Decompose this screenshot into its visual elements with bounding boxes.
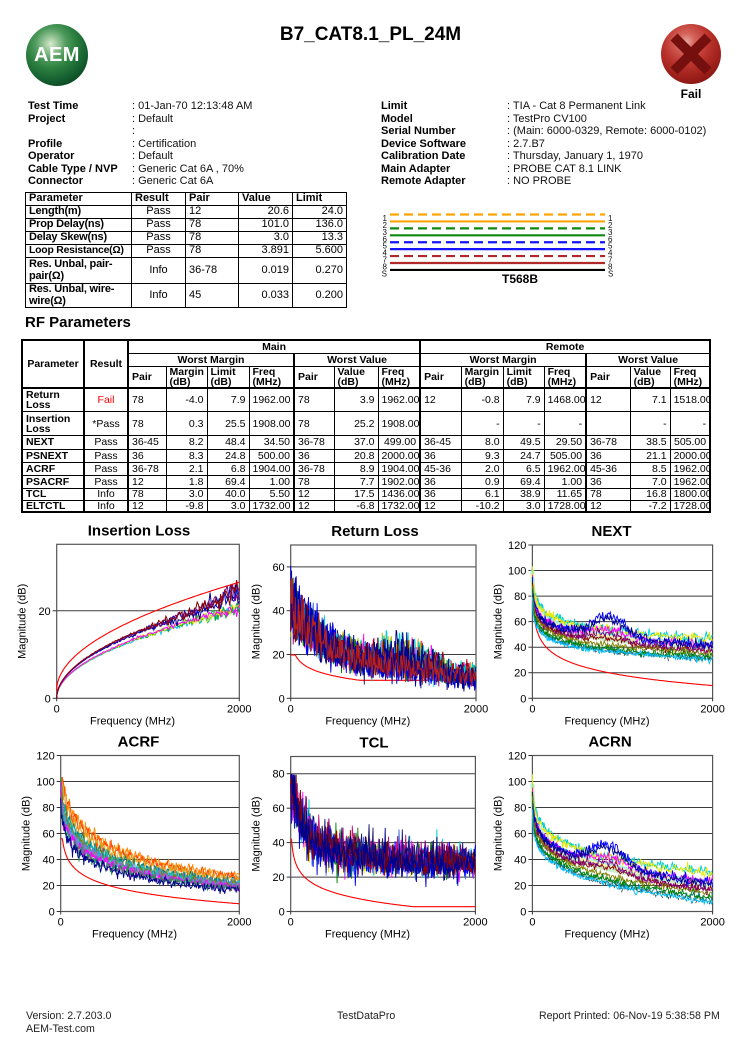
svg-text:Frequency (MHz): Frequency (MHz) bbox=[90, 715, 175, 727]
svg-text:2: 2 bbox=[608, 221, 613, 230]
svg-text:80: 80 bbox=[42, 803, 54, 815]
svg-text:6: 6 bbox=[383, 235, 388, 244]
svg-text:120: 120 bbox=[508, 540, 526, 552]
svg-text:60: 60 bbox=[272, 562, 284, 574]
svg-text:20: 20 bbox=[514, 881, 526, 893]
svg-text:NEXT: NEXT bbox=[591, 523, 631, 540]
svg-text:3: 3 bbox=[383, 228, 388, 237]
svg-text:0: 0 bbox=[45, 693, 51, 705]
svg-text:60: 60 bbox=[272, 803, 284, 815]
svg-text:0: 0 bbox=[529, 917, 535, 929]
svg-text:60: 60 bbox=[42, 829, 54, 841]
svg-text:Insertion Loss: Insertion Loss bbox=[88, 522, 191, 539]
svg-text:0: 0 bbox=[520, 907, 526, 919]
svg-text:60: 60 bbox=[514, 617, 526, 629]
svg-text:120: 120 bbox=[508, 751, 526, 763]
svg-text:S: S bbox=[608, 269, 613, 278]
svg-text:40: 40 bbox=[272, 606, 284, 618]
svg-text:4: 4 bbox=[383, 249, 388, 258]
svg-text:Frequency (MHz): Frequency (MHz) bbox=[565, 929, 650, 941]
svg-text:100: 100 bbox=[508, 777, 526, 789]
svg-text:0: 0 bbox=[279, 693, 285, 705]
svg-text:60: 60 bbox=[514, 829, 526, 841]
svg-text:2000: 2000 bbox=[700, 703, 724, 715]
svg-text:8: 8 bbox=[608, 263, 613, 272]
svg-text:2000: 2000 bbox=[227, 917, 251, 929]
svg-text:3: 3 bbox=[608, 228, 613, 237]
svg-text:Frequency (MHz): Frequency (MHz) bbox=[325, 929, 410, 941]
svg-text:Magnitude (dB): Magnitude (dB) bbox=[17, 584, 29, 659]
svg-text:TCL: TCL bbox=[359, 735, 388, 752]
svg-text:Magnitude (dB): Magnitude (dB) bbox=[492, 584, 504, 659]
svg-text:2000: 2000 bbox=[227, 703, 251, 715]
svg-text:2000: 2000 bbox=[463, 917, 487, 929]
svg-text:40: 40 bbox=[272, 838, 284, 850]
svg-text:80: 80 bbox=[514, 591, 526, 603]
svg-text:6: 6 bbox=[608, 235, 613, 244]
svg-text:7: 7 bbox=[383, 256, 388, 265]
svg-text:ACRN: ACRN bbox=[588, 734, 631, 751]
svg-text:Frequency (MHz): Frequency (MHz) bbox=[92, 929, 177, 941]
svg-text:Frequency (MHz): Frequency (MHz) bbox=[565, 715, 650, 727]
svg-text:20: 20 bbox=[272, 650, 284, 662]
svg-text:120: 120 bbox=[36, 751, 54, 763]
svg-text:20: 20 bbox=[42, 881, 54, 893]
svg-text:20: 20 bbox=[38, 606, 50, 618]
svg-text:2: 2 bbox=[383, 221, 388, 230]
svg-text:0: 0 bbox=[288, 703, 294, 715]
svg-text:2000: 2000 bbox=[464, 703, 488, 715]
svg-text:100: 100 bbox=[508, 566, 526, 578]
svg-text:1: 1 bbox=[383, 214, 388, 223]
svg-text:100: 100 bbox=[36, 777, 54, 789]
svg-text:40: 40 bbox=[514, 855, 526, 867]
svg-text:5: 5 bbox=[608, 242, 613, 251]
svg-text:Magnitude (dB): Magnitude (dB) bbox=[492, 796, 504, 871]
svg-text:T568B: T568B bbox=[502, 272, 538, 286]
svg-text:40: 40 bbox=[42, 855, 54, 867]
svg-text:ACRF: ACRF bbox=[118, 734, 160, 751]
svg-text:0: 0 bbox=[58, 917, 64, 929]
svg-text:0: 0 bbox=[288, 917, 294, 929]
svg-text:Return Loss: Return Loss bbox=[331, 523, 419, 540]
svg-text:5: 5 bbox=[383, 242, 388, 251]
svg-text:2000: 2000 bbox=[700, 917, 724, 929]
svg-text:80: 80 bbox=[514, 803, 526, 815]
svg-text:40: 40 bbox=[514, 642, 526, 654]
svg-text:0: 0 bbox=[279, 907, 285, 919]
svg-text:0: 0 bbox=[54, 703, 60, 715]
svg-text:8: 8 bbox=[383, 263, 388, 272]
svg-text:Magnitude (dB): Magnitude (dB) bbox=[251, 584, 263, 659]
svg-text:Frequency (MHz): Frequency (MHz) bbox=[325, 715, 410, 727]
svg-text:4: 4 bbox=[608, 249, 613, 258]
svg-text:Magnitude (dB): Magnitude (dB) bbox=[21, 796, 33, 871]
svg-text:20: 20 bbox=[272, 872, 284, 884]
svg-text:20: 20 bbox=[514, 668, 526, 680]
svg-text:1: 1 bbox=[608, 214, 613, 223]
svg-text:80: 80 bbox=[272, 769, 284, 781]
svg-text:0: 0 bbox=[529, 703, 535, 715]
svg-text:0: 0 bbox=[49, 907, 55, 919]
svg-text:S: S bbox=[382, 269, 387, 278]
svg-text:7: 7 bbox=[608, 256, 613, 265]
svg-text:0: 0 bbox=[520, 693, 526, 705]
svg-text:Magnitude (dB): Magnitude (dB) bbox=[251, 796, 263, 871]
